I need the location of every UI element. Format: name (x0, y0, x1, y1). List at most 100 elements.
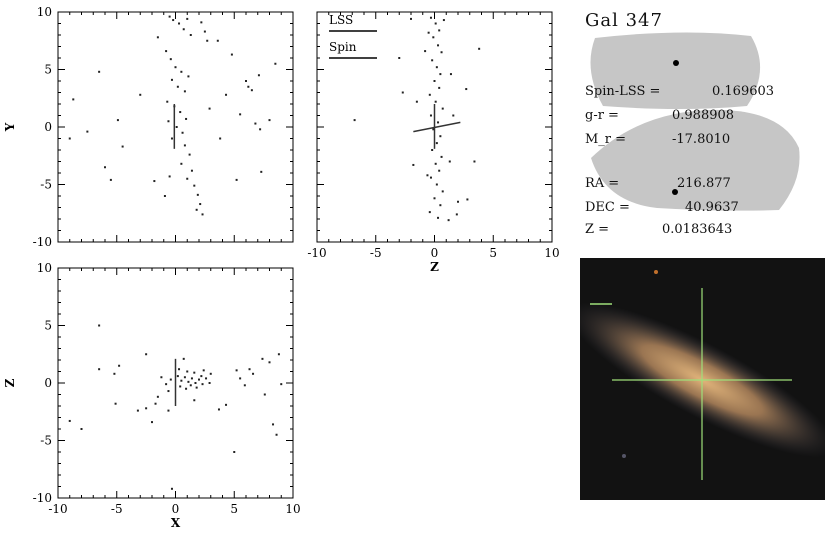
data-point (428, 211, 431, 214)
data-point (465, 88, 468, 91)
data-point (268, 361, 271, 364)
y-tick-label: 0 (44, 120, 52, 134)
data-point (172, 19, 175, 22)
mr-value: -17.8010 (672, 132, 731, 147)
data-point (205, 377, 208, 380)
data-point (195, 386, 198, 389)
ra-label: RA = (585, 176, 620, 191)
data-point (98, 70, 101, 73)
data-point (145, 353, 148, 356)
data-point (139, 93, 142, 96)
data-point (183, 144, 186, 147)
data-point (412, 163, 415, 166)
data-point (199, 203, 202, 206)
data-point (169, 58, 172, 61)
y-tick-label: 0 (44, 376, 52, 390)
data-point (259, 128, 262, 131)
data-point (193, 399, 196, 402)
data-point (235, 178, 238, 181)
data-point (478, 47, 481, 50)
data-point (203, 30, 206, 33)
data-point (434, 100, 437, 103)
data-point (151, 421, 153, 424)
data-point (168, 15, 171, 18)
data-point (452, 114, 455, 117)
data-point (190, 169, 193, 172)
data-point (178, 368, 181, 371)
data-point (257, 74, 260, 77)
data-point (170, 137, 173, 140)
legend-label-spin: Spin (329, 40, 357, 54)
star-dot (622, 454, 626, 458)
data-point (160, 376, 163, 379)
data-point (194, 382, 197, 384)
data-point (473, 160, 476, 163)
y-tick-label: 10 (37, 5, 52, 19)
data-point (174, 66, 177, 69)
data-point (170, 78, 173, 81)
data-point (179, 385, 182, 388)
data-point (189, 34, 192, 36)
data-point (165, 50, 168, 53)
data-point (439, 73, 442, 76)
data-point (217, 408, 220, 411)
data-point (201, 383, 204, 386)
data-point (415, 100, 418, 103)
sky-marker-1 (673, 60, 679, 66)
data-point (156, 395, 159, 398)
x-axis-label: X (171, 516, 181, 530)
data-point (433, 197, 436, 200)
x-tick-label: 5 (489, 246, 497, 260)
y-tick-label: 10 (37, 261, 52, 275)
data-point (187, 380, 190, 383)
gr-label: g-r = (585, 108, 619, 123)
data-point (280, 383, 283, 386)
sky-marker-2 (672, 189, 678, 195)
data-point (398, 57, 401, 59)
data-point (428, 93, 431, 96)
y-tick-label: -5 (40, 178, 52, 192)
data-point (437, 216, 440, 219)
data-point (441, 190, 444, 193)
data-point (167, 409, 170, 412)
data-point (109, 178, 112, 181)
data-point (277, 353, 280, 356)
data-point (176, 375, 179, 378)
data-point (193, 371, 196, 374)
data-point (424, 50, 427, 53)
x-tick-label: 5 (230, 502, 238, 516)
data-point (114, 402, 117, 405)
data-point (116, 119, 119, 122)
data-point (432, 36, 435, 39)
legend-label-lss: LSS (329, 13, 353, 27)
data-point (86, 130, 89, 133)
data-point (121, 145, 124, 148)
data-point (118, 364, 121, 367)
data-point (68, 137, 71, 140)
data-point (439, 204, 442, 207)
data-point (434, 22, 437, 25)
data-point (153, 180, 156, 183)
ra-value: 216.877 (677, 176, 731, 191)
x-tick-label: -5 (370, 246, 382, 260)
data-point (435, 66, 438, 69)
data-point (427, 31, 430, 34)
data-point (254, 122, 257, 125)
data-point (243, 384, 246, 387)
x-tick-label: 0 (172, 502, 180, 516)
x-tick-label: 0 (431, 246, 439, 260)
data-point (175, 126, 178, 128)
x-tick-label: 10 (544, 246, 559, 260)
y-tick-label: -10 (33, 491, 52, 505)
data-point (429, 176, 432, 179)
x-tick-label: -5 (111, 502, 123, 516)
data-point (245, 80, 247, 82)
data-point (209, 372, 212, 375)
data-point (448, 160, 451, 163)
data-point (180, 162, 183, 165)
data-point (433, 80, 436, 82)
star-dot (654, 270, 658, 274)
data-point (435, 183, 438, 186)
